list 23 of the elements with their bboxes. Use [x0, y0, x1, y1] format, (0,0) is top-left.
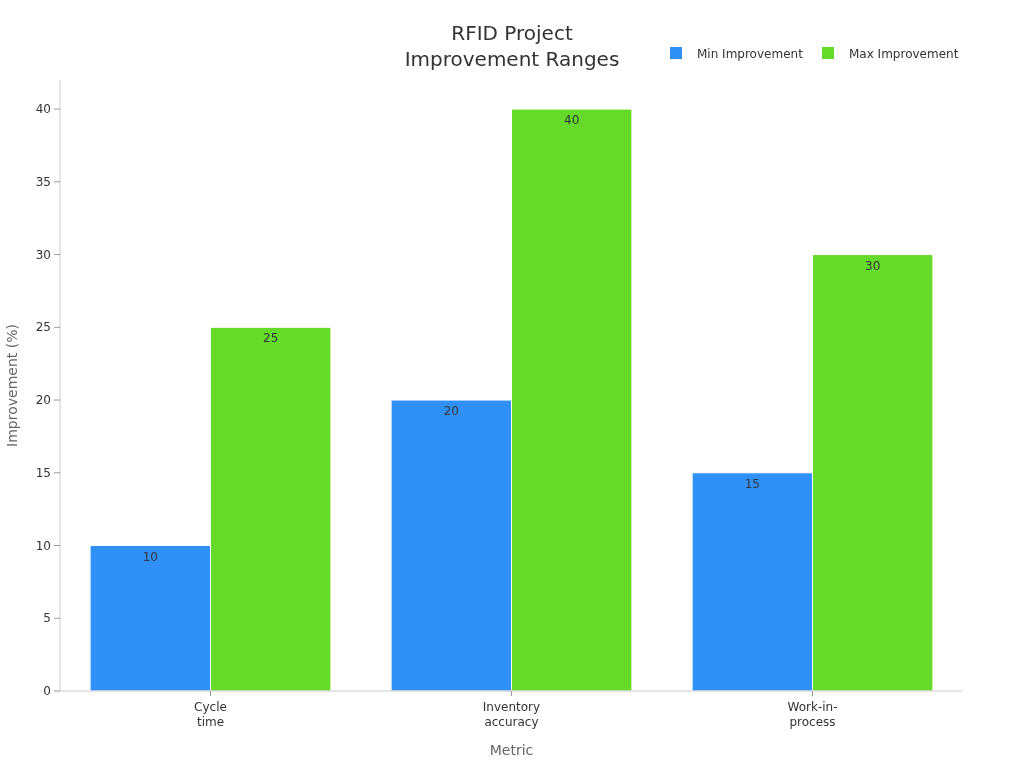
legend-label: Min Improvement — [697, 47, 804, 61]
y-axis-title: Improvement (%) — [4, 324, 20, 447]
data-label: 10 — [142, 549, 158, 564]
data-label: 25 — [263, 331, 279, 346]
y-tick-label: 30 — [35, 247, 51, 262]
data-label: 20 — [443, 404, 459, 419]
y-tick-label: 5 — [43, 611, 51, 626]
chart-title: RFID Project Improvement Ranges — [404, 21, 620, 71]
data-label: 40 — [564, 113, 580, 128]
y-tick-label: 0 — [43, 684, 51, 698]
y-tick-label: 10 — [35, 538, 51, 553]
x-tick-label: Cycle time — [194, 700, 227, 729]
y-tick-label: 35 — [35, 174, 51, 189]
data-label: 15 — [744, 476, 760, 491]
y-tick-label: 20 — [35, 393, 51, 408]
x-axis-title: Metric — [489, 742, 534, 758]
y-tick-label: 40 — [35, 102, 51, 117]
y-tick-label: 15 — [35, 465, 51, 480]
y-tick-label: 25 — [35, 320, 51, 335]
x-tick-label: Inventory accuracy — [482, 700, 541, 729]
data-label: 30 — [865, 258, 881, 273]
x-tick-label: Work-in-process — [787, 700, 838, 729]
legend-label: Max Improvement — [849, 47, 959, 61]
